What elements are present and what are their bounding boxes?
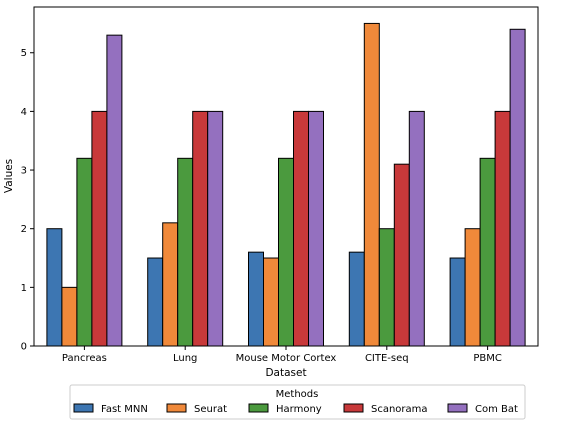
bar-com-bat-pancreas xyxy=(106,34,123,347)
bar-fast-mnn-pbmc xyxy=(449,257,466,347)
bar-harmony-pbmc xyxy=(479,157,496,347)
bar-com-bat-pbmc xyxy=(509,28,526,347)
x-tick-label: Mouse Motor Cortex xyxy=(236,353,337,364)
legend-label: Seurat xyxy=(194,404,227,415)
x-tick-label: CITE-seq xyxy=(365,353,409,364)
bar-scanorama-mouse-motor-cortex xyxy=(293,110,309,347)
legend-swatch xyxy=(248,403,269,413)
bar-scanorama-cite-seq xyxy=(393,163,410,347)
legend-label: Scanorama xyxy=(371,404,428,415)
y-axis: 0 1 2 3 4 5 xyxy=(21,48,34,353)
x-tick-label: PBMC xyxy=(473,353,502,364)
bar-harmony-pancreas xyxy=(76,157,93,347)
x-axis: Pancreas Lung Mouse Motor Cortex CITE-seq PB… xyxy=(62,346,502,364)
bar-scanorama-pancreas xyxy=(91,110,108,347)
bar-harmony-mouse-motor-cortex xyxy=(278,157,294,347)
bar-seurat-pancreas xyxy=(61,286,78,347)
bar-fast-mnn-mouse-motor-cortex xyxy=(248,251,264,347)
legend-swatch xyxy=(73,403,94,413)
y-tick-label: 3 xyxy=(21,166,27,177)
bar-com-bat-mouse-motor-cortex xyxy=(308,110,324,347)
legend-label: Fast MNN xyxy=(101,404,148,415)
legend-label: Harmony xyxy=(276,404,322,415)
y-tick-label: 5 xyxy=(21,48,27,59)
y-tick-label: 2 xyxy=(21,224,27,235)
legend-swatch xyxy=(343,403,364,413)
x-axis-label: Dataset xyxy=(265,367,306,379)
bars-layer xyxy=(46,22,526,347)
bar-scanorama-lung xyxy=(192,110,209,347)
y-tick-label: 0 xyxy=(21,342,27,353)
bar-harmony-lung xyxy=(177,157,194,347)
legend-label: Com Bat xyxy=(475,404,518,415)
legend-title: Methods xyxy=(276,389,319,400)
bar-fast-mnn-lung xyxy=(147,257,164,347)
legend: Methods Fast MNN Seurat Harmony Scanorama Co… xyxy=(69,384,526,420)
bar-seurat-lung xyxy=(162,222,179,347)
bar-scanorama-pbmc xyxy=(494,110,511,347)
bar-fast-mnn-cite-seq xyxy=(348,251,365,347)
bar-com-bat-lung xyxy=(207,110,224,347)
bar-seurat-pbmc xyxy=(464,228,481,347)
bar-seurat-cite-seq xyxy=(363,22,380,347)
legend-items: Fast MNN Seurat Harmony Scanorama Com Bat xyxy=(73,403,518,415)
y-axis-label: Values xyxy=(3,159,15,193)
bar-com-bat-cite-seq xyxy=(408,110,425,347)
legend-swatch xyxy=(166,403,187,413)
bar-fast-mnn-pancreas xyxy=(46,228,63,347)
bar-harmony-cite-seq xyxy=(378,228,395,347)
bar-seurat-mouse-motor-cortex xyxy=(263,257,279,347)
y-tick-label: 1 xyxy=(21,283,27,294)
legend-swatch xyxy=(447,403,468,413)
x-tick-label: Pancreas xyxy=(62,353,107,364)
x-tick-label: Lung xyxy=(173,353,197,364)
y-tick-label: 4 xyxy=(21,107,27,118)
